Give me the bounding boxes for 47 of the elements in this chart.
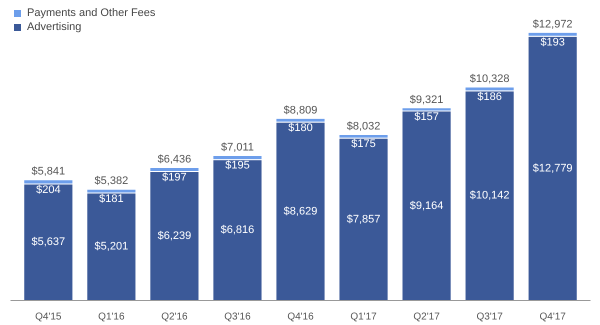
total-label: $10,328 (470, 72, 510, 85)
total-label: $5,841 (32, 166, 66, 178)
data-label: $175 (351, 138, 376, 150)
total-label: $6,436 (158, 153, 192, 166)
bar (149, 171, 200, 300)
x-tick-label: Q4'17 (539, 312, 566, 322)
total-label: $9,321 (410, 94, 444, 106)
legend-label: Advertising (27, 21, 82, 33)
data-label: $9,164 (410, 200, 444, 212)
x-tick-label: Q3'16 (224, 312, 252, 322)
x-tick-label: Q1'17 (350, 312, 378, 322)
data-label: $8,629 (284, 205, 318, 218)
bar (464, 90, 515, 300)
data-label: $12,779 (532, 162, 573, 174)
bar (23, 183, 74, 300)
data-label: $5,637 (32, 236, 66, 248)
x-tick-label: Q4'15 (35, 312, 62, 322)
data-label: $204 (36, 184, 61, 196)
data-label: $197 (162, 172, 187, 184)
data-label: $181 (99, 192, 124, 205)
data-label: $180 (288, 122, 313, 134)
total-label: $12,972 (532, 18, 573, 30)
data-label: $10,142 (470, 190, 510, 202)
total-label: $5,382 (94, 175, 128, 188)
x-tick-label: Q4'16 (287, 312, 314, 322)
total-label: $7,011 (221, 142, 254, 154)
bar (86, 192, 136, 300)
total-label: $8,032 (346, 120, 380, 132)
x-tick-label: Q3'17 (476, 312, 504, 322)
x-tick-label: Q2'17 (413, 312, 440, 322)
data-label: $186 (477, 90, 502, 103)
data-label: $6,816 (220, 224, 254, 236)
bar (275, 122, 326, 300)
x-tick-label: Q1'16 (98, 312, 125, 322)
data-label: $157 (414, 111, 439, 124)
data-label: $7,857 (346, 213, 380, 226)
data-label: $6,239 (158, 230, 192, 242)
data-label: $193 (540, 36, 565, 48)
bar (402, 110, 452, 300)
x-tick-label: Q2'16 (161, 312, 188, 322)
bar (338, 138, 389, 300)
total-label: $8,809 (284, 104, 318, 116)
data-label: $5,201 (94, 240, 128, 253)
legend-label: Payments and Other Fees (27, 7, 156, 19)
bar (528, 36, 578, 300)
bar (212, 159, 263, 300)
data-label: $195 (225, 160, 250, 172)
